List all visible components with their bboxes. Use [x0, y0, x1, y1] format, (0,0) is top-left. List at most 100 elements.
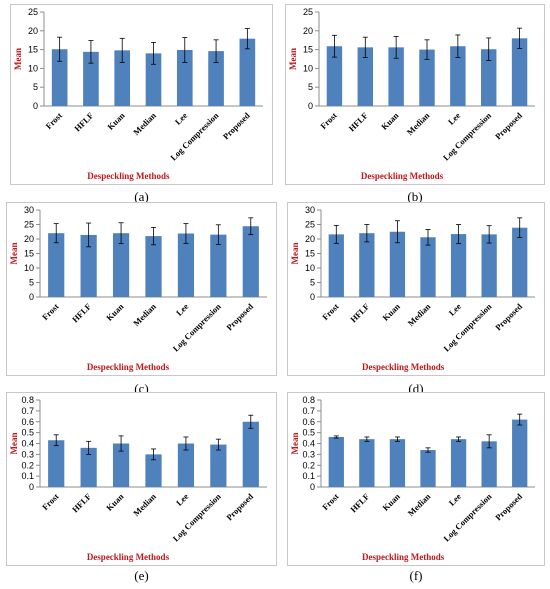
caption-a: (a) [134, 189, 149, 204]
y-axis-title: Mean [9, 433, 19, 455]
bar-frost [48, 233, 65, 297]
y-tick-label: 0.7 [302, 406, 315, 416]
y-tick-label: 0 [308, 101, 313, 111]
y-tick-label: 25 [305, 220, 315, 230]
y-tick-label: 0.6 [21, 417, 34, 427]
x-axis-title: Despeckling Methods [87, 552, 170, 562]
bar-log-compression [481, 441, 497, 487]
y-axis-title: Mean [290, 433, 300, 455]
bar-log-compression [481, 234, 497, 297]
bar-log-compression [481, 49, 497, 106]
bar-kuan [389, 231, 406, 297]
y-tick-label: 5 [29, 278, 34, 288]
bar-proposed [512, 227, 528, 297]
bar-log-compression [208, 51, 224, 106]
bar-frost [48, 440, 65, 487]
bar-median [145, 236, 162, 297]
bar-lee [450, 234, 467, 297]
chart-frame [287, 202, 545, 376]
bar-frost [328, 436, 344, 487]
bar-log-compression [210, 444, 227, 487]
bar-hflf [359, 439, 375, 487]
y-tick-label: 20 [28, 26, 38, 36]
y-tick-label: 10 [24, 263, 34, 273]
bar-hflf [80, 447, 97, 487]
bar-kuan [114, 50, 131, 106]
y-tick-label: 20 [24, 234, 34, 244]
x-axis-title: Despeckling Methods [87, 171, 170, 181]
y-tick-label: 0.2 [302, 460, 315, 470]
caption-e: (e) [134, 568, 149, 583]
x-axis-title: Despeckling Methods [362, 552, 445, 562]
y-tick-label: 0.1 [21, 471, 34, 481]
y-tick-label: 0.7 [21, 406, 34, 416]
bar-proposed [239, 38, 256, 106]
y-tick-label: 15 [305, 249, 315, 259]
bar-proposed [511, 38, 528, 106]
y-tick-label: 25 [24, 220, 34, 230]
bar-lee [177, 233, 195, 297]
y-tick-label: 15 [28, 45, 38, 55]
y-tick-label: 0.3 [302, 449, 315, 459]
y-tick-label: 0.4 [21, 439, 34, 449]
y-tick-label: 0 [310, 292, 315, 302]
y-tick-label: 5 [33, 82, 38, 92]
bar-proposed [512, 419, 528, 487]
x-axis-title: Despeckling Methods [87, 362, 170, 372]
y-tick-label: 0 [29, 482, 34, 492]
bar-proposed [242, 421, 259, 487]
y-tick-label: 0.2 [21, 460, 34, 470]
y-tick-label: 20 [305, 234, 315, 244]
bar-kuan [112, 233, 130, 297]
chart-panel-d: 0 5 10 15 20 25 30 Frost HFLF Kuan Median Lee Log Co… [287, 202, 545, 400]
y-tick-label: 10 [303, 63, 313, 73]
y-tick-label: 20 [303, 26, 313, 36]
x-axis-title: Despeckling Methods [361, 171, 444, 181]
chart-panel-b: 0 5 10 15 20 25 Frost HFLF Kuan Median Lee Log Comp… [285, 4, 545, 208]
chart-panel-a: 0 5 10 15 20 25 Frost HFLF Kuan Median Lee Log Comp… [10, 4, 273, 208]
bar-frost [328, 234, 344, 297]
bar-lee [177, 443, 195, 487]
y-axis-title: Mean [13, 48, 23, 70]
bar-lee [176, 49, 193, 106]
y-axis-title: Mean [290, 243, 300, 265]
bar-lee [450, 439, 467, 487]
bar-log-compression [210, 234, 227, 297]
y-tick-label: 25 [303, 7, 313, 17]
y-axis-title: Mean [9, 243, 19, 265]
y-tick-label: 0.1 [302, 471, 315, 481]
bar-hflf [80, 234, 97, 297]
bar-kuan [389, 439, 406, 487]
y-tick-label: 10 [305, 263, 315, 273]
bar-lee [450, 46, 466, 106]
y-tick-label: 15 [303, 45, 313, 55]
chart-panel-c: 0 5 10 15 20 25 30 Frost HFLF Kuan Median Lee Log Co… [6, 202, 277, 400]
caption-f: (f) [409, 568, 423, 583]
bar-hflf [357, 47, 373, 106]
y-tick-label: 5 [310, 278, 315, 288]
bar-median [145, 53, 162, 106]
y-tick-label: 0.4 [302, 439, 315, 449]
y-tick-label: 25 [28, 7, 38, 17]
bar-kuan [112, 443, 130, 487]
y-axis-title: Mean [288, 48, 298, 70]
chart-frame [6, 202, 277, 376]
bar-hflf [83, 51, 99, 106]
y-tick-label: 0.3 [21, 449, 34, 459]
y-tick-label: 0.5 [302, 428, 315, 438]
bar-median [420, 450, 436, 487]
y-tick-label: 0.8 [21, 395, 34, 405]
y-tick-label: 10 [28, 63, 38, 73]
bar-proposed [242, 226, 259, 297]
y-tick-label: 0.6 [302, 417, 315, 427]
y-tick-label: 30 [24, 205, 34, 215]
y-tick-label: 30 [305, 205, 315, 215]
y-tick-label: 0 [310, 482, 315, 492]
bar-frost [326, 46, 343, 106]
y-tick-label: 5 [308, 82, 313, 92]
y-tick-label: 0.5 [21, 428, 34, 438]
